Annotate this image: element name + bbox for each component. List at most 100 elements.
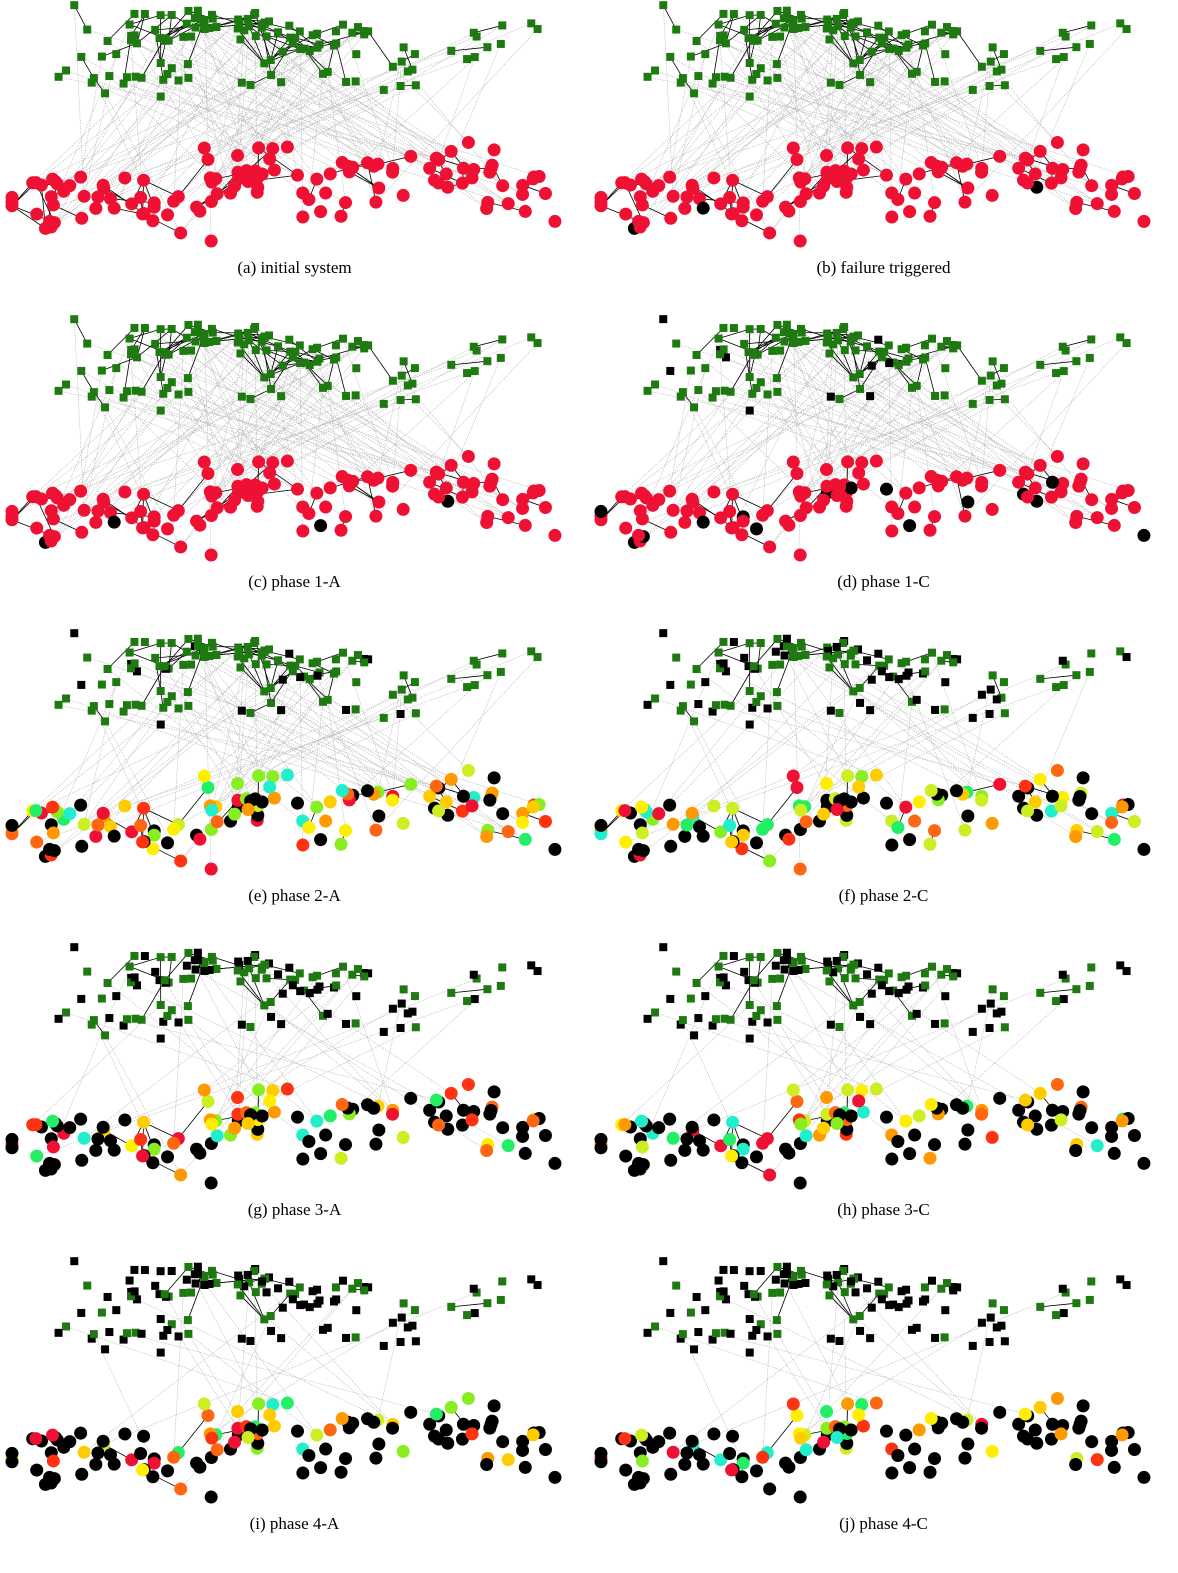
interlink-line — [777, 1019, 907, 1122]
communication-node — [912, 1009, 921, 1018]
power-node — [782, 832, 796, 846]
interlink-line — [793, 985, 926, 1091]
power-node — [444, 772, 458, 786]
power-node — [908, 1442, 922, 1456]
communication-node — [470, 53, 479, 62]
communication-node — [127, 978, 136, 987]
power-node — [1045, 1103, 1059, 1117]
power-node — [975, 1107, 989, 1121]
communication-node — [829, 654, 838, 663]
interlink-line — [143, 342, 239, 528]
power-node — [369, 1451, 383, 1465]
communication-node — [212, 964, 221, 973]
power-node — [1045, 475, 1059, 489]
interlink-line — [642, 327, 724, 520]
power-node — [1021, 490, 1035, 504]
communication-node — [839, 325, 848, 334]
interlink-line — [65, 698, 288, 776]
communication-node — [360, 30, 369, 39]
power-node — [251, 180, 265, 194]
communication-node — [131, 1328, 140, 1337]
nodes — [5, 315, 562, 562]
interlink-line — [793, 357, 926, 463]
communication-node — [1122, 1281, 1131, 1290]
communication-node — [137, 387, 146, 396]
communication-node — [160, 976, 169, 985]
power-node — [782, 518, 796, 532]
nodes — [594, 629, 1151, 876]
interlink-line — [35, 336, 240, 497]
interlink-line — [50, 410, 161, 542]
interlink-line — [83, 665, 291, 825]
power-node — [1033, 1086, 1047, 1100]
power-node — [618, 490, 632, 504]
communication-node — [729, 638, 738, 647]
power-node — [1054, 171, 1068, 185]
communication-node — [352, 992, 361, 1001]
interlink-line — [1027, 370, 1065, 475]
power-node — [137, 1115, 151, 1129]
interlink-line — [756, 701, 1000, 785]
communication-node — [721, 1295, 730, 1304]
interlink-line — [713, 403, 973, 493]
power-node — [335, 1098, 349, 1112]
communication-node — [985, 709, 994, 718]
interlink-line — [438, 370, 476, 475]
communication-node — [921, 981, 930, 990]
power-node — [618, 1118, 632, 1132]
communication-node — [403, 1009, 412, 1018]
interlink-line — [621, 376, 750, 498]
power-node — [1072, 793, 1086, 807]
interlink-line — [800, 33, 907, 183]
interlink-line — [639, 665, 885, 856]
power-node — [483, 793, 497, 807]
communication-node — [1116, 1275, 1125, 1284]
communication-node — [719, 1287, 728, 1296]
communication-node — [352, 1306, 361, 1315]
interlink-line — [793, 342, 1115, 526]
communication-node — [313, 985, 322, 994]
communication-node — [399, 671, 408, 680]
power-node — [91, 818, 105, 832]
communication-node — [1058, 970, 1067, 979]
communication-node — [997, 1321, 1006, 1330]
power-node — [251, 1436, 265, 1450]
power-node — [1085, 807, 1099, 821]
power-node — [903, 519, 917, 533]
power-link — [847, 147, 887, 176]
communication-node — [719, 323, 728, 332]
interlink-line — [342, 24, 394, 169]
power-node — [231, 1091, 245, 1105]
power-node — [231, 463, 245, 477]
power-node — [516, 178, 530, 192]
power-node — [678, 515, 692, 529]
communication-node — [351, 1019, 360, 1028]
communication-node — [156, 1001, 165, 1010]
power-node — [985, 1444, 999, 1458]
panel-phase-3-c: (h) phase 3-C — [589, 942, 1178, 1256]
interlink-line — [669, 56, 692, 178]
communication-node — [338, 648, 347, 657]
interlink-line — [792, 21, 968, 165]
communication-node — [708, 707, 717, 716]
communication-node — [212, 22, 221, 31]
communication-node — [867, 1303, 876, 1312]
communication-node — [789, 966, 798, 975]
interlink-line — [83, 351, 291, 511]
power-node — [635, 1140, 649, 1154]
interlink-line — [1027, 56, 1065, 161]
power-node — [750, 836, 764, 850]
communication-node — [822, 652, 831, 661]
communication-node — [245, 336, 254, 345]
communication-node — [101, 403, 110, 412]
comm-link — [316, 966, 344, 977]
communication-node — [907, 383, 916, 392]
communication-node — [183, 1316, 192, 1325]
communication-node — [874, 963, 883, 972]
power-node — [228, 179, 242, 193]
communication-node — [331, 27, 340, 36]
interlink-line — [53, 641, 135, 834]
communication-node — [193, 1262, 202, 1271]
communication-node — [880, 1289, 889, 1298]
interlink-line — [621, 62, 750, 184]
